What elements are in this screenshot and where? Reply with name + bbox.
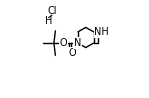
Text: O: O bbox=[59, 38, 67, 48]
Text: H: H bbox=[45, 16, 52, 26]
Text: N: N bbox=[74, 38, 82, 48]
Text: Cl: Cl bbox=[47, 6, 57, 16]
Text: O: O bbox=[69, 48, 76, 58]
Text: NH: NH bbox=[94, 27, 109, 37]
